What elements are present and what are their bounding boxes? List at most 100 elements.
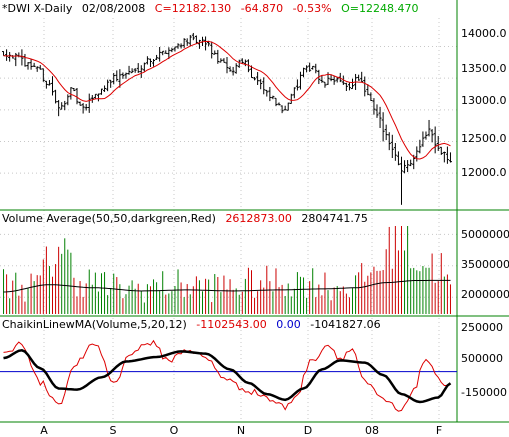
price-bar [320,75,324,83]
price-bar [142,62,146,72]
price-bar [222,58,226,63]
price-change: -64.870 [241,2,283,15]
chaikin-header: ChaikinLinewMA(Volume,5,20,12) -1102543.… [2,318,381,331]
price-bar [136,63,140,73]
price-bar [20,49,24,66]
chaikin-y-tick: 500000 [461,352,503,365]
price-bar [298,71,302,90]
price-bar [393,143,397,161]
price-bar [240,58,244,64]
price-bar [384,124,388,141]
volume-y-tick: 2000000 [461,288,509,301]
price-bar [93,93,97,99]
price-bar [170,47,174,53]
price-bar [133,68,137,73]
price-header: *DWI X-Daily 02/08/2008 C=12182.130 -64.… [2,2,418,15]
chaikin-label: ChaikinLinewMA(Volume,5,20,12) [2,318,187,331]
price-bar [243,59,247,67]
price-bar [118,69,122,88]
price-bar [308,62,312,72]
price-bar [268,86,272,102]
price-bar [329,74,333,82]
price-bar [286,102,290,111]
price-bar [44,80,48,89]
volume-layer [3,226,451,314]
price-bar [164,50,168,54]
price-bar [145,56,149,65]
price-bar [216,49,220,64]
x-axis-label: N [237,424,245,437]
price-bar [51,76,55,96]
chaikin-line [3,339,451,412]
price-bar [274,97,278,107]
price-bar [38,65,42,70]
price-bar [29,58,33,70]
price-bar [249,65,253,79]
price-bar [84,104,88,111]
price-bar [96,93,100,102]
price-bar [23,53,27,67]
price-bar [314,63,318,74]
price-bar [148,58,152,67]
price-bar [152,58,156,67]
price-bar [72,87,76,92]
price-bar [213,50,217,55]
price-bar [167,47,171,60]
price-bar [448,152,452,163]
price-bar [2,51,6,57]
price-y-tick: 13000.0 [461,94,507,107]
chaikin-value1: -1102543.00 [196,318,266,331]
price-open: O=12248.470 [341,2,418,15]
price-bar [106,79,110,92]
price-bar [357,74,361,81]
price-bar [228,66,232,72]
x-axis-label: F [436,424,442,437]
price-bar [399,156,403,205]
price-bar [344,82,348,91]
price-bar [69,87,73,100]
price-bar [396,151,400,166]
price-bar [32,62,36,67]
volume-header: Volume Average(50,50,darkgreen,Red) 2612… [2,212,368,225]
price-bar [433,126,437,154]
price-bar [424,131,428,140]
price-bar [381,112,385,142]
price-bar [127,65,131,75]
price-bar [112,72,116,85]
volume-value2: 2804741.75 [301,212,367,225]
price-bar [305,65,309,73]
price-bar [302,67,306,78]
price-bar [197,39,201,49]
price-bar [204,36,208,51]
price-layer [2,32,452,205]
price-bar [188,35,192,47]
price-bar [427,119,431,137]
chaikin-y-tick: 250000 [461,321,503,334]
price-bar [75,88,79,105]
price-bar [295,79,299,91]
price-y-tick: 12000.0 [461,166,507,179]
price-bar [191,32,195,41]
price-bar [271,95,275,100]
price-bar [60,102,64,110]
chaikin-value3: -1041827.06 [310,318,380,331]
price-bar [26,62,30,70]
price-bar [256,72,260,86]
price-bar [47,80,51,86]
chaikin-layer [0,339,457,412]
price-bar [234,63,238,74]
price-bar [155,54,159,60]
price-bar [99,88,103,95]
price-bar [323,81,327,88]
price-bar [351,78,355,90]
x-axis-label: D [304,424,312,437]
price-bar [265,89,269,97]
price-bar [124,72,128,79]
price-bar [35,66,39,72]
price-bar [366,84,370,96]
price-bar [332,75,336,85]
price-bar [63,100,67,111]
price-bar [283,105,287,111]
